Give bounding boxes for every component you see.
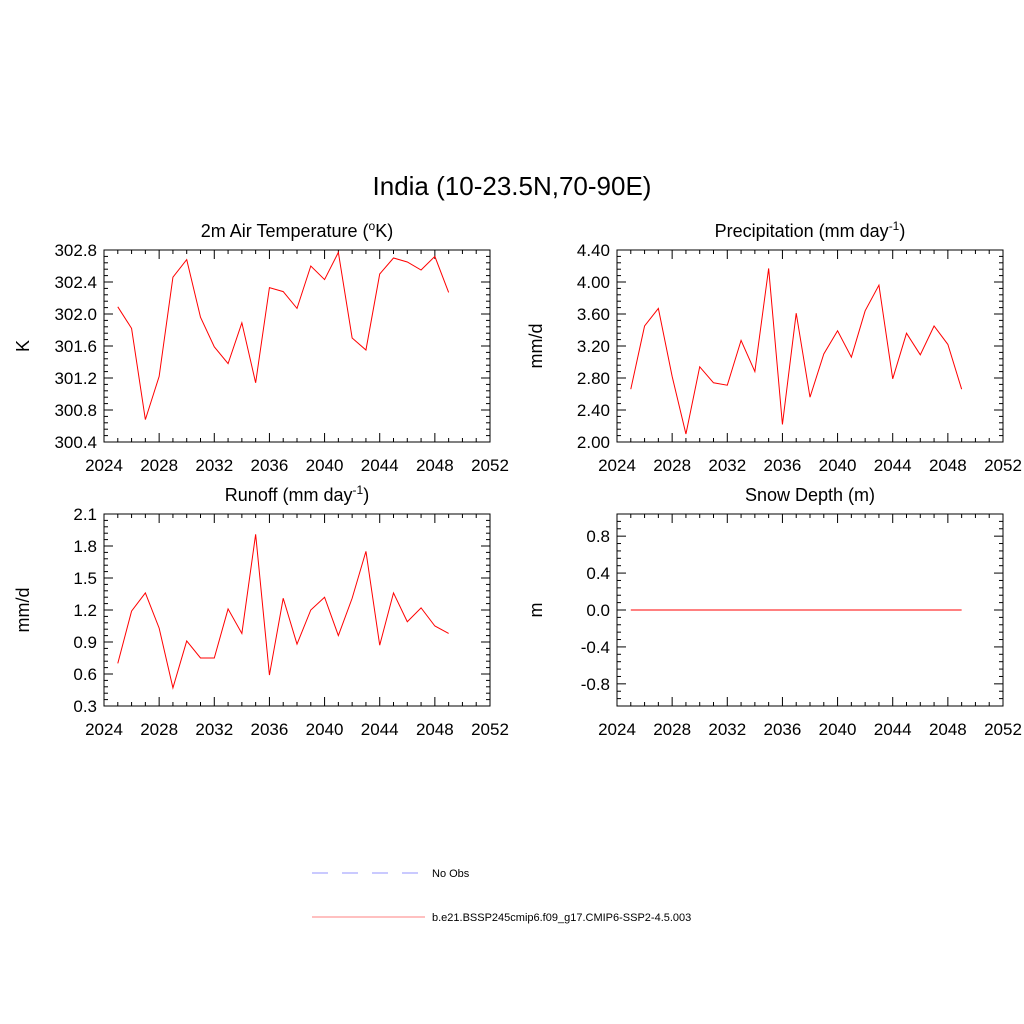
x-tick-label: 2036	[251, 720, 289, 739]
panel-title: Precipitation (mm day-1)	[715, 219, 906, 241]
legend: No Obs b.e21.BSSP245cmip6.f09_g17.CMIP6-S…	[312, 868, 691, 924]
x-tick-label: 2048	[416, 720, 454, 739]
x-tick-label: 2032	[708, 456, 746, 475]
y-tick-label: 4.00	[577, 273, 610, 292]
panel-1: 2024 2028 2032 2036 2040 2044 2048 2052 300.4 300…	[13, 219, 509, 475]
legend-label: b.e21.BSSP245cmip6.f09_g17.CMIP6-SSP2-4.…	[432, 912, 691, 924]
y-tick-label: 301.2	[54, 369, 97, 388]
plot-frame	[616, 249, 1004, 443]
panel-title-end: )	[899, 221, 905, 241]
panel-4: 2024 2028 2032 2036 2040 2044 2048 2052 -0.8 -0.4…	[526, 485, 1022, 739]
plot-frame	[103, 249, 491, 443]
y-tick-label: 0.0	[586, 601, 610, 620]
y-tick-label: 302.4	[54, 273, 97, 292]
y-tick-label: 2.80	[577, 369, 610, 388]
y-tick-label: 300.4	[54, 433, 97, 452]
panel-title-end: K)	[375, 221, 393, 241]
plot-frame	[103, 513, 491, 707]
panel-title-end: )	[363, 485, 369, 505]
y-tick-label: 3.20	[577, 337, 610, 356]
panel-title-main: Runoff (mm day	[225, 485, 353, 505]
y-tick-label: 2.00	[577, 433, 610, 452]
y-axis-label: mm/d	[526, 324, 546, 369]
panel-2: 2024 2028 2032 2036 2040 2044 2048 2052 2.00 2.40…	[526, 219, 1022, 475]
x-tick-label: 2052	[471, 456, 509, 475]
x-tick-label: 2040	[306, 720, 344, 739]
x-tick-label: 2028	[140, 456, 178, 475]
series-line	[117, 534, 449, 690]
x-tick-label: 2048	[416, 456, 454, 475]
panel-title-superscript: -1	[889, 219, 900, 233]
y-axis-label: m	[526, 603, 546, 618]
x-tick-label: 2028	[653, 456, 691, 475]
x-tick-label: 2040	[819, 720, 857, 739]
y-tick-label: 0.4	[586, 564, 610, 583]
x-tick-label: 2032	[708, 720, 746, 739]
y-axis-label: K	[13, 340, 33, 352]
y-tick-label: 0.3	[73, 697, 97, 716]
panel-3: 2024 2028 2032 2036 2040 2044 2048 2052 0.3 0.6 0.…	[13, 483, 509, 739]
y-tick-label: 2.1	[73, 505, 97, 524]
y-tick-label: 300.8	[54, 401, 97, 420]
x-tick-label: 2040	[819, 456, 857, 475]
series-line	[630, 268, 963, 435]
x-tick-label: 2052	[984, 720, 1022, 739]
x-tick-label: 2036	[764, 720, 802, 739]
x-tick-label: 2024	[85, 456, 123, 475]
y-axis-label: mm/d	[13, 588, 33, 633]
x-tick-label: 2044	[874, 720, 912, 739]
x-tick-label: 2036	[251, 456, 289, 475]
y-tick-label: -0.8	[581, 675, 610, 694]
x-tick-label: 2028	[140, 720, 178, 739]
y-tick-label: 3.60	[577, 305, 610, 324]
x-tick-label: 2032	[195, 720, 233, 739]
y-tick-label: 301.6	[54, 337, 97, 356]
y-tick-label: 4.40	[577, 241, 610, 260]
x-tick-label: 2048	[929, 456, 967, 475]
x-tick-label: 2040	[306, 456, 344, 475]
panel-title: 2m Air Temperature (oK)	[201, 219, 393, 241]
x-tick-label: 2044	[874, 456, 912, 475]
y-tick-label: 302.8	[54, 241, 97, 260]
legend-item: b.e21.BSSP245cmip6.f09_g17.CMIP6-SSP2-4.…	[312, 912, 691, 924]
legend-label: No Obs	[432, 868, 470, 880]
y-tick-label: 1.8	[73, 537, 97, 556]
panel-title-main: Snow Depth (m)	[745, 485, 875, 505]
y-tick-label: 2.40	[577, 401, 610, 420]
figure-title: India (10-23.5N,70-90E)	[373, 171, 652, 201]
panel-title-main: Precipitation (mm day	[715, 221, 889, 241]
x-tick-label: 2052	[984, 456, 1022, 475]
x-tick-label: 2036	[764, 456, 802, 475]
y-tick-label: -0.4	[581, 638, 610, 657]
legend-item: No Obs	[312, 868, 470, 880]
panel-title: Snow Depth (m)	[745, 485, 875, 505]
panel-title-superscript: o	[369, 219, 376, 233]
y-tick-label: 0.9	[73, 633, 97, 652]
x-tick-label: 2024	[85, 720, 123, 739]
y-tick-label: 1.2	[73, 601, 97, 620]
x-tick-label: 2028	[653, 720, 691, 739]
panel-title-main: 2m Air Temperature (	[201, 221, 369, 241]
x-tick-label: 2044	[361, 720, 399, 739]
y-tick-label: 302.0	[54, 305, 97, 324]
x-tick-label: 2052	[471, 720, 509, 739]
y-tick-label: 1.5	[73, 569, 97, 588]
y-tick-label: 0.6	[73, 665, 97, 684]
panel-title-superscript: -1	[353, 483, 364, 497]
x-tick-label: 2044	[361, 456, 399, 475]
x-tick-label: 2024	[598, 720, 636, 739]
y-tick-label: 0.8	[586, 527, 610, 546]
panel-title: Runoff (mm day-1)	[225, 483, 369, 505]
x-tick-label: 2048	[929, 720, 967, 739]
x-tick-label: 2024	[598, 456, 636, 475]
x-tick-label: 2032	[195, 456, 233, 475]
series-line	[117, 250, 450, 420]
